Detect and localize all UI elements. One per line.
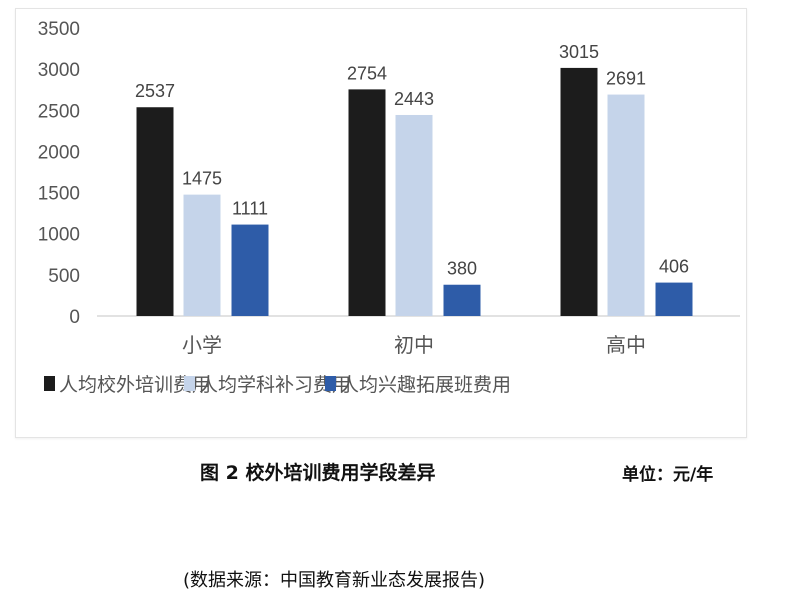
x-tick-label: 初中 (394, 333, 434, 357)
legend-swatch (44, 376, 55, 391)
bar-1 (560, 67, 598, 316)
data-label: 2537 (135, 81, 175, 101)
legend-label: 人均学科补习费用 (199, 374, 351, 396)
bar-3 (231, 224, 269, 316)
data-label: 1475 (182, 169, 222, 189)
bar-1 (348, 89, 386, 317)
y-tick-label: 3500 (38, 19, 80, 40)
y-tick-label: 3000 (38, 60, 80, 81)
data-label: 2443 (394, 89, 434, 109)
figure-caption: 图 2 校外培训费用学段差异 (200, 462, 436, 484)
bar-2 (395, 114, 433, 316)
legend-swatch (325, 376, 336, 391)
bar-2 (183, 194, 221, 316)
x-tick-label: 小学 (182, 333, 222, 357)
y-tick-label: 0 (69, 307, 80, 328)
legend-swatch (184, 376, 195, 391)
legend-label: 人均校外培训费用 (59, 374, 211, 396)
data-source: (数据来源：中国教育新业态发展报告) (183, 570, 486, 591)
data-label: 380 (447, 259, 477, 279)
y-tick-label: 500 (48, 266, 80, 287)
bar-3 (443, 284, 481, 316)
y-tick-label: 1500 (38, 184, 80, 205)
chart-frame (15, 8, 747, 438)
bar-3 (655, 282, 693, 316)
bar-2 (607, 94, 645, 316)
data-label: 3015 (559, 42, 599, 62)
legend-label: 人均兴趣拓展班费用 (340, 374, 511, 396)
bar-chart: 0 500 1000 1500 2000 2500 3000 3500 小学 2537 1475 11… (38, 19, 740, 396)
data-label: 1111 (232, 199, 268, 219)
y-tick-label: 2500 (38, 101, 80, 122)
x-tick-label: 高中 (606, 333, 646, 357)
unit-label: 单位：元/年 (622, 465, 714, 485)
data-label: 406 (659, 257, 689, 277)
bar-1 (136, 107, 174, 316)
data-label: 2754 (347, 63, 387, 83)
y-tick-label: 2000 (38, 142, 80, 163)
data-label: 2691 (606, 69, 646, 89)
y-tick-label: 1000 (38, 225, 80, 246)
